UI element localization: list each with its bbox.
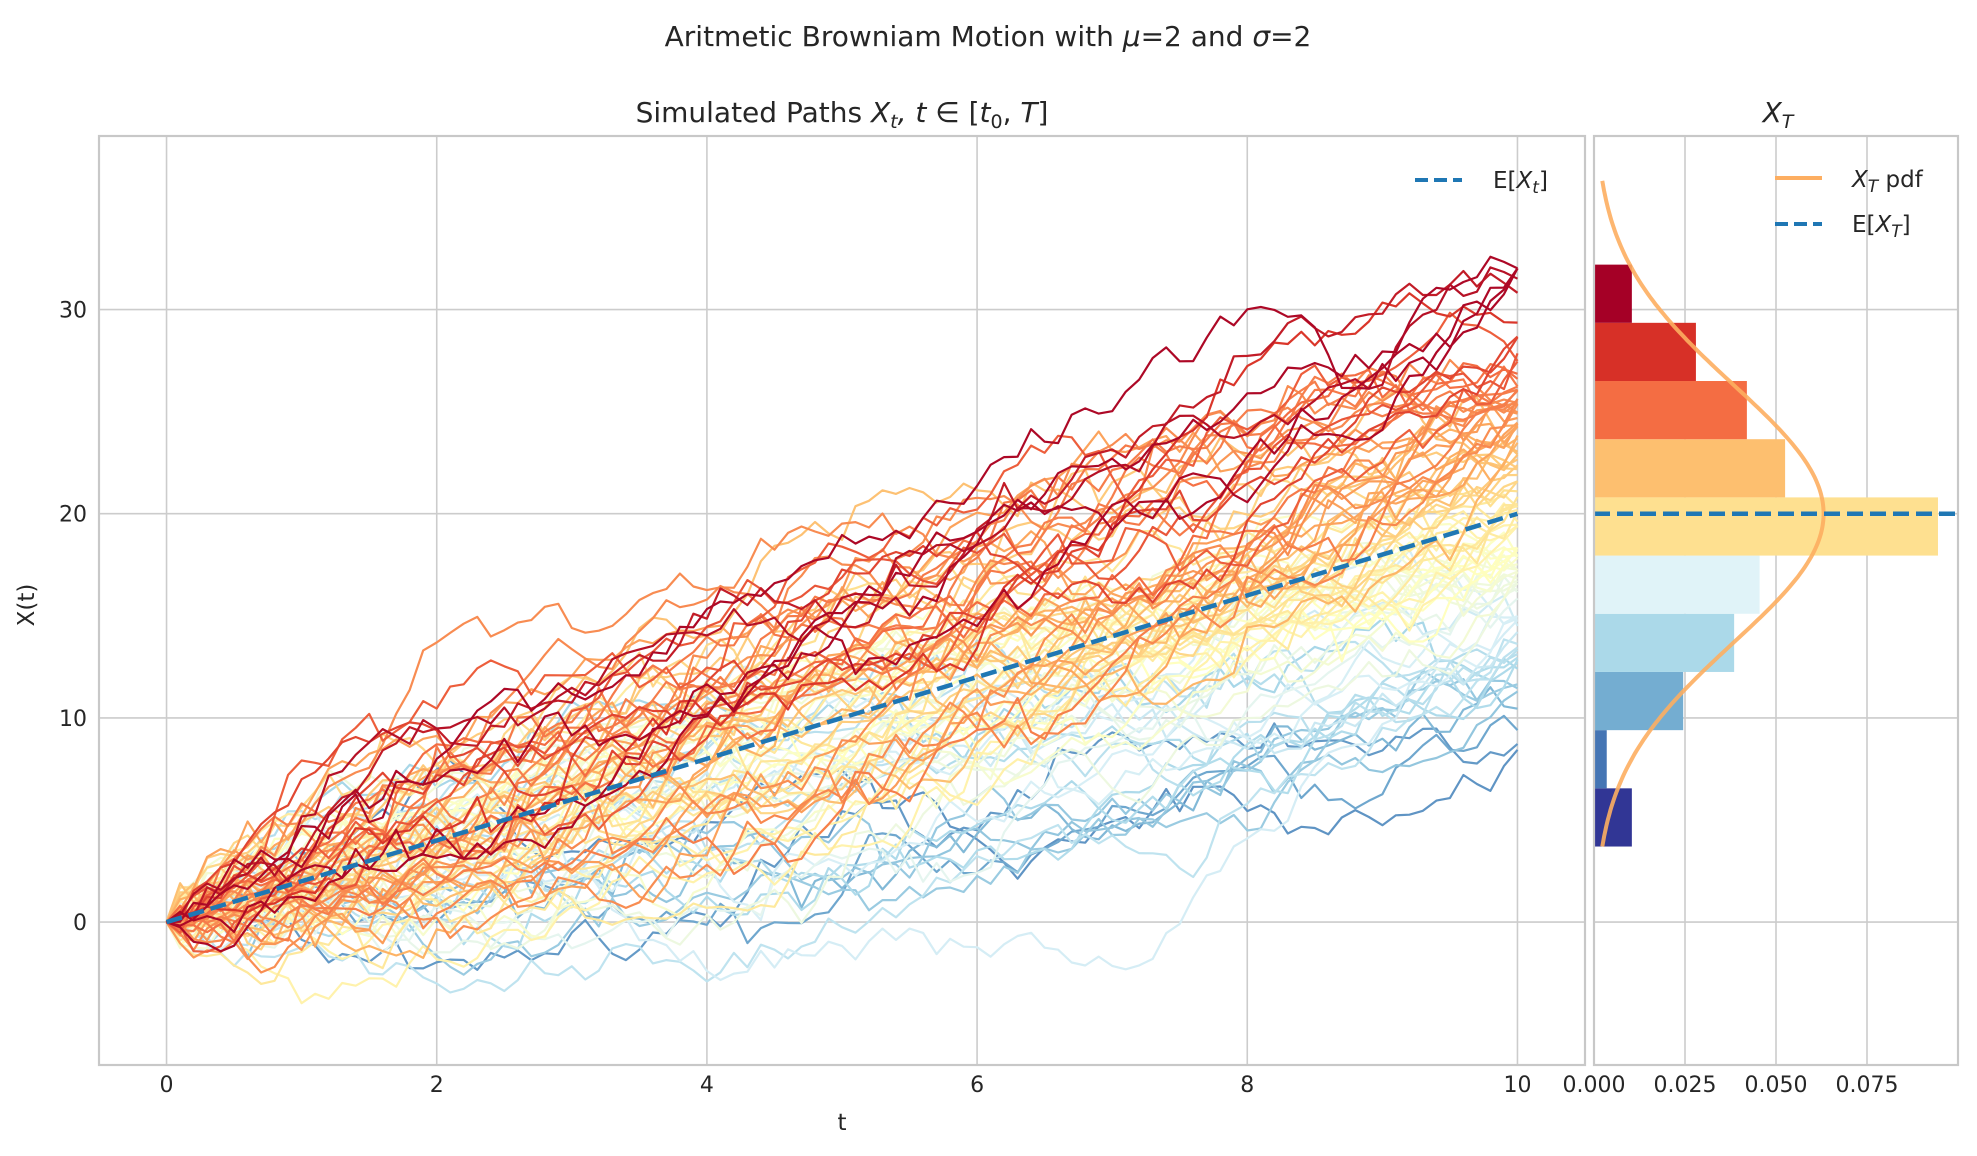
simulated-path — [165, 390, 1519, 943]
simulated-path — [165, 516, 1519, 1005]
histogram-legend-pdf-label: XT pdf — [1851, 167, 1924, 197]
histogram-bar — [1594, 264, 1632, 323]
paths-x-tick-label: 6 — [970, 1073, 984, 1098]
simulated-path — [165, 493, 1519, 938]
simulated-path — [165, 396, 1519, 937]
simulated-path — [165, 614, 1519, 953]
paths-y-tick-label: 20 — [59, 503, 87, 528]
histogram-title: XT — [1761, 96, 1795, 133]
simulated-path — [165, 550, 1518, 924]
simulated-path — [166, 582, 1519, 951]
figure-suptitle: Aritmetic Browniam Motion with μ=2 and σ… — [665, 20, 1312, 53]
expected-value-line — [165, 511, 1519, 925]
pdf-curve — [1600, 180, 1826, 847]
simulated-path — [166, 336, 1519, 924]
paths-x-tick-label: 8 — [1240, 1073, 1254, 1098]
simulated-path — [166, 597, 1519, 954]
paths-panel: Simulated Paths Xt, t ∈ [t0, T] 0 2 4 6 8 100… — [14, 96, 1587, 1136]
histogram-bar — [1594, 497, 1938, 556]
paths-y-axis-label: X(t) — [14, 584, 40, 627]
simulated-path — [166, 575, 1519, 955]
simulated-path — [166, 385, 1518, 924]
histogram-legend-mean-label: E[XT] — [1852, 212, 1911, 242]
simulated-path — [165, 480, 1519, 938]
simulated-path — [165, 255, 1518, 934]
paths-legend-mean-label: E[Xt] — [1493, 168, 1548, 198]
simulated-path — [166, 407, 1518, 942]
simulated-path — [166, 360, 1519, 953]
simulated-path — [165, 638, 1518, 994]
simulated-paths — [165, 255, 1519, 1005]
histogram-x-tick-label: 0.050 — [1745, 1073, 1808, 1098]
paths-legend: E[Xt] — [1415, 168, 1548, 198]
simulated-path — [165, 425, 1519, 960]
simulated-path — [165, 400, 1519, 952]
pdf-curve-line — [1600, 180, 1826, 847]
simulated-path — [166, 546, 1518, 929]
expected-value-line-segment — [165, 511, 1519, 925]
histogram-bar — [1594, 555, 1760, 614]
histogram-bar — [1594, 730, 1607, 789]
histogram-bar — [1594, 381, 1747, 440]
paths-y-tick-label: 0 — [73, 911, 87, 936]
simulated-path — [166, 389, 1519, 927]
simulated-path — [166, 398, 1519, 930]
simulated-path — [165, 679, 1518, 976]
paths-x-tick-label: 2 — [430, 1073, 444, 1098]
paths-title: Simulated Paths Xt, t ∈ [t0, T] — [636, 96, 1049, 133]
simulated-path — [165, 362, 1518, 923]
histogram-bar — [1594, 439, 1786, 498]
paths-x-tick-label: 4 — [700, 1073, 714, 1098]
paths-x-tick-label: 10 — [1503, 1073, 1531, 1098]
histogram-x-tick-label: 0.000 — [1563, 1073, 1626, 1098]
histogram-bar — [1594, 671, 1684, 731]
simulated-path — [165, 402, 1518, 945]
histogram-bars — [1594, 264, 1938, 847]
simulated-path — [166, 403, 1519, 974]
paths-tick-labels: 0 2 4 6 8 10 0 10 20 30 — [59, 299, 1531, 1098]
simulated-path — [166, 266, 1518, 924]
histogram-legend: XT pdf E[XT] — [1775, 167, 1924, 242]
paths-y-tick-label: 10 — [59, 707, 87, 732]
paths-axes-frame — [97, 134, 1587, 1067]
histogram-tick-labels: 0.000 0.025 0.050 0.075 — [1563, 1073, 1899, 1098]
simulated-path — [166, 267, 1519, 927]
simulated-path — [165, 504, 1518, 986]
paths-x-tick-label: 0 — [160, 1073, 174, 1098]
paths-y-tick-label: 30 — [59, 299, 87, 324]
paths-x-axis-label: t — [837, 1110, 846, 1136]
histogram-panel: XT 0.000 0.025 0.050 0.075 XT pdf E[XT] — [1563, 96, 1962, 1098]
histogram-x-tick-label: 0.075 — [1836, 1073, 1899, 1098]
simulated-path — [166, 267, 1519, 953]
simulated-path — [165, 353, 1519, 923]
simulated-path — [165, 523, 1518, 961]
histogram-x-tick-label: 0.025 — [1654, 1073, 1717, 1098]
histogram-axes-frame — [1592, 134, 1960, 1067]
simulated-path — [166, 267, 1519, 924]
